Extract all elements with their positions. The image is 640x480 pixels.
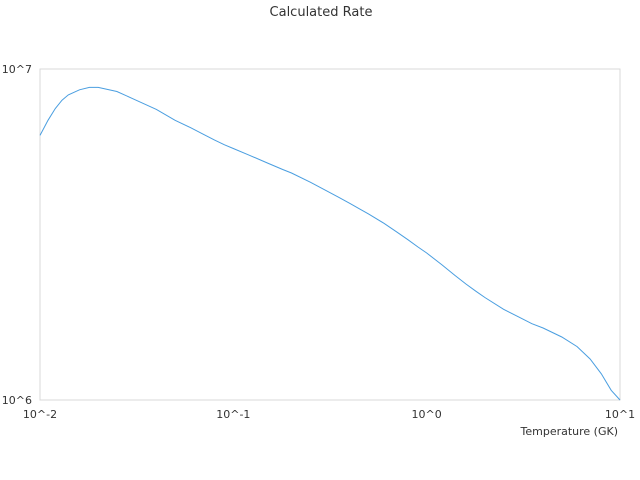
x-tick-label: 10^0 — [412, 408, 442, 421]
series-points — [39, 86, 622, 402]
x-tick-label: 10^-2 — [23, 408, 57, 421]
x-axis-ticks: 10^-2 10^-1 10^0 10^1 — [23, 408, 635, 421]
x-tick-label: 10^-1 — [216, 408, 250, 421]
y-tick-label: 10^6 — [2, 394, 32, 407]
chart-title: Calculated Rate — [270, 5, 373, 20]
plot-area — [39, 68, 621, 401]
x-tick-label: 10^1 — [605, 408, 635, 421]
x-axis-label: Temperature (GK) — [520, 425, 619, 438]
y-tick-label: 10^7 — [2, 63, 32, 76]
series-line — [39, 86, 621, 401]
y-axis-ticks: 10^6 10^7 — [2, 63, 32, 407]
